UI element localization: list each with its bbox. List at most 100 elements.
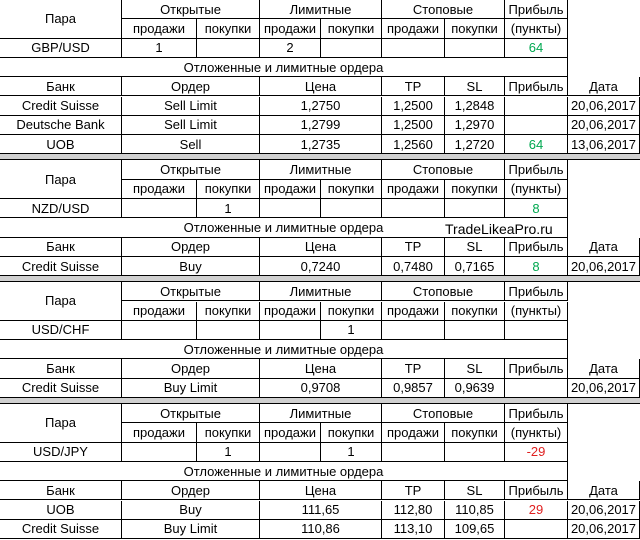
order-cell: 1,2500: [382, 96, 445, 116]
orders-header-cell: Банк: [0, 481, 122, 501]
subheader-cell: продажи: [122, 301, 197, 321]
watermark: TradeLikeaPro.ru: [445, 221, 553, 238]
pair-value: [260, 199, 321, 219]
order-cell: 0,7240: [260, 256, 382, 277]
order-cell: [505, 378, 568, 398]
order-cell: 1,2750: [260, 96, 382, 116]
pair-header: Пара: [0, 0, 122, 39]
order-cell: Sell Limit: [122, 96, 260, 116]
orders-header-cell: Ордер: [122, 237, 260, 257]
order-cell: 0,7480: [382, 256, 445, 277]
pair-name: USD/JPY: [0, 442, 122, 462]
separator: [0, 154, 640, 161]
orders-header-cell: Ордер: [122, 481, 260, 501]
order-cell: 20,06,2017: [568, 256, 640, 277]
pair-value: [382, 199, 445, 219]
subheader-cell: продажи: [122, 423, 197, 443]
pair-header: Пара: [0, 282, 122, 321]
orders-header-cell: Банк: [0, 359, 122, 379]
subheader-cell: (пункты): [505, 179, 568, 199]
subheader-cell: покупки: [197, 423, 260, 443]
orders-header-cell: Ордер: [122, 359, 260, 379]
order-cell: 0,9857: [382, 378, 445, 398]
order-cell: 1,2735: [260, 135, 382, 155]
pair-value: [321, 199, 382, 219]
order-cell: 20,06,2017: [568, 519, 640, 540]
order-cell: 110,85: [445, 500, 505, 520]
pair-value: [445, 199, 505, 219]
orders-header-cell: SL: [445, 237, 505, 257]
pair-value: 1: [197, 199, 260, 219]
order-cell: 112,80: [382, 500, 445, 520]
open-header: Открытые: [122, 282, 260, 302]
pair-value: [445, 38, 505, 58]
order-cell: Buy Limit: [122, 378, 260, 398]
orders-header-cell: Дата: [568, 481, 640, 501]
order-cell: 109,65: [445, 519, 505, 540]
orders-header-cell: Цена: [260, 237, 382, 257]
pair-value: [260, 442, 321, 462]
order-cell: 20,06,2017: [568, 500, 640, 520]
subheader-cell: продажи: [260, 179, 321, 199]
subheader-cell: покупки: [321, 19, 382, 39]
orders-title: Отложенные и лимитные ордера: [0, 218, 568, 238]
pair-value: [122, 442, 197, 462]
limit-header: Лимитные: [260, 0, 382, 20]
profit-header: Прибыль: [505, 404, 568, 424]
pair-header: Пара: [0, 160, 122, 199]
subheader-cell: продажи: [122, 179, 197, 199]
profit-header: Прибыль: [505, 160, 568, 180]
order-cell: 13,06,2017: [568, 135, 640, 155]
pair-value: [197, 320, 260, 341]
order-cell: 1,2970: [445, 115, 505, 136]
order-cell: 1,2799: [260, 115, 382, 136]
orders-header-cell: Цена: [260, 77, 382, 97]
subheader-cell: продажи: [382, 423, 445, 443]
pair-name: USD/CHF: [0, 320, 122, 341]
order-cell: Credit Suisse: [0, 96, 122, 116]
pair-value: [122, 320, 197, 341]
orders-header-cell: Ордер: [122, 77, 260, 97]
separator: [0, 398, 640, 404]
order-cell: 64: [505, 135, 568, 155]
limit-header: Лимитные: [260, 404, 382, 424]
pair-value: [260, 320, 321, 341]
orders-header-cell: Цена: [260, 481, 382, 501]
subheader-cell: (пункты): [505, 301, 568, 321]
subheader-cell: покупки: [445, 301, 505, 321]
orders-header-cell: Дата: [568, 359, 640, 379]
order-cell: Deutsche Bank: [0, 115, 122, 136]
orders-header-cell: Прибыль: [505, 481, 568, 501]
order-cell: Buy: [122, 500, 260, 520]
subheader-cell: продажи: [382, 19, 445, 39]
profit-header: Прибыль: [505, 282, 568, 302]
stop-header: Стоповые: [382, 160, 505, 180]
open-header: Открытые: [122, 160, 260, 180]
order-cell: 110,86: [260, 519, 382, 540]
subheader-cell: покупки: [445, 423, 505, 443]
subheader-cell: покупки: [321, 179, 382, 199]
orders-header-cell: Прибыль: [505, 77, 568, 97]
orders-header-cell: Прибыль: [505, 237, 568, 257]
order-cell: [505, 115, 568, 136]
order-cell: Buy: [122, 256, 260, 277]
orders-header-cell: Дата: [568, 237, 640, 257]
order-cell: 113,10: [382, 519, 445, 540]
order-cell: Credit Suisse: [0, 256, 122, 277]
open-header: Открытые: [122, 0, 260, 20]
open-header: Открытые: [122, 404, 260, 424]
stop-header: Стоповые: [382, 282, 505, 302]
pair-name: NZD/USD: [0, 199, 122, 219]
order-cell: 1,2500: [382, 115, 445, 136]
pair-value: 1: [122, 38, 197, 58]
pair-value: 64: [505, 38, 568, 58]
subheader-cell: продажи: [260, 423, 321, 443]
pair-value: [321, 38, 382, 58]
orders-header-cell: Цена: [260, 359, 382, 379]
order-cell: 0,7165: [445, 256, 505, 277]
pair-value: 1: [321, 442, 382, 462]
separator: [0, 276, 640, 283]
orders-header-cell: SL: [445, 359, 505, 379]
order-cell: Credit Suisse: [0, 378, 122, 398]
